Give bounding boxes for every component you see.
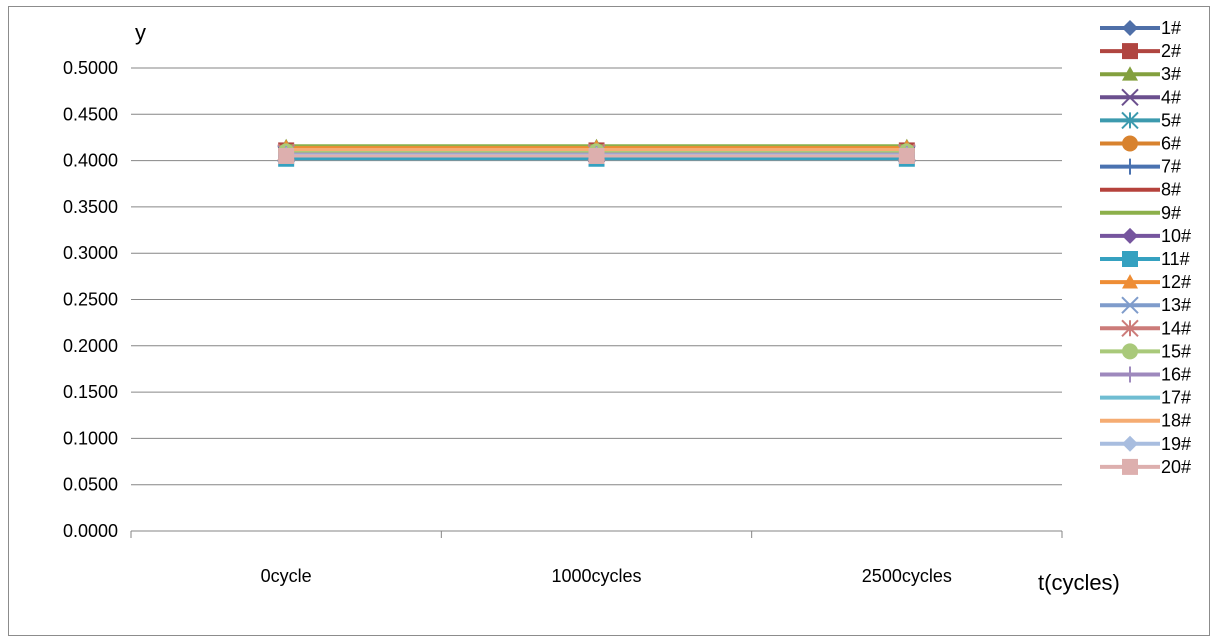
legend-label: 12# [1161,272,1191,292]
legend-entry: 19# [1100,434,1191,454]
legend-label: 6# [1161,134,1181,154]
legend-entry: 3# [1100,64,1181,84]
y-axis-title: y [135,20,146,45]
legend-marker [1122,158,1138,175]
y-tick-label: 0.1500 [63,382,118,402]
x-tick-label: 0cycle [261,566,312,586]
y-tick-label: 0.2500 [63,290,118,310]
legend-marker [1122,458,1138,475]
y-tick-label: 0.0500 [63,475,118,495]
legend-label: 14# [1161,318,1191,338]
legend-entry: 15# [1100,341,1191,361]
legend-entry: 18# [1100,411,1191,431]
legend-label: 3# [1161,64,1181,84]
legend-marker [1122,135,1138,152]
legend-marker [1122,343,1138,360]
series-group [277,138,916,167]
legend-marker [1122,227,1138,244]
legend-entry: 16# [1100,365,1191,385]
legend-marker [1122,435,1138,452]
data-point [278,147,295,164]
y-tick-label: 0.5000 [63,58,118,78]
legend-entry: 20# [1100,457,1191,477]
legend-marker [1122,251,1138,267]
legend-entry: 8# [1100,180,1181,200]
legend-label: 19# [1161,434,1191,454]
gridlines [131,67,1062,486]
legend-marker [1121,88,1139,107]
legend-label: 16# [1161,365,1191,385]
axes: 0.0000 0.0500 0.1000 0.1500 0.2000 0.2500 0.30… [63,58,1063,586]
legend-label: 20# [1161,457,1191,477]
data-point [588,147,605,164]
legend-label: 9# [1161,203,1181,223]
legend-label: 11# [1161,249,1190,269]
legend-label: 13# [1161,295,1191,315]
legend-entry: 5# [1100,110,1181,130]
x-axis-title: t(cycles) [1038,570,1120,595]
legend-marker [1122,274,1138,289]
x-tick-label: 1000cycles [551,566,641,586]
y-tick-label: 0.4000 [63,151,118,171]
legend-entry: 13# [1100,295,1191,315]
y-tick-label: 0.2000 [63,336,118,356]
legend-label: 4# [1161,87,1181,107]
legend-label: 2# [1161,41,1181,61]
legend-entry: 1# [1100,18,1181,38]
legend-marker [1122,366,1138,383]
legend: 1# 2# 3# 4# 5# 6# 7# 8# 9# 10# 11# 12# 13# 14# 15# 16# 1… [1100,18,1191,477]
legend-entry: 4# [1100,87,1181,107]
y-tick-label: 0.0000 [63,521,118,541]
legend-entry: 14# [1100,318,1191,338]
legend-entry: 9# [1100,203,1181,223]
legend-entry: 6# [1100,134,1181,154]
legend-entry: 10# [1100,226,1191,246]
legend-entry: 17# [1100,388,1191,408]
legend-marker [1122,66,1138,81]
x-tick-label: 2500cycles [862,566,952,586]
legend-label: 7# [1161,157,1181,177]
y-tick-label: 0.3000 [63,243,118,263]
legend-label: 18# [1161,411,1191,431]
legend-label: 17# [1161,388,1191,408]
legend-label: 1# [1161,18,1181,38]
legend-label: 5# [1161,110,1181,130]
legend-marker [1122,43,1138,60]
data-point [898,147,915,164]
y-tick-label: 0.4500 [63,104,118,124]
legend-label: 10# [1161,226,1191,246]
legend-label: 8# [1161,180,1181,200]
legend-marker [1121,296,1139,314]
legend-marker [1122,20,1138,36]
y-tick-label: 0.3500 [63,197,118,217]
series-20 [278,147,915,164]
legend-marker [1121,319,1139,338]
legend-entry: 11# [1100,249,1190,269]
legend-marker [1121,111,1139,130]
legend-entry: 7# [1100,157,1181,177]
legend-entry: 12# [1100,272,1191,292]
legend-entry: 2# [1100,41,1181,61]
legend-label: 15# [1161,341,1191,361]
y-tick-label: 0.1000 [63,428,118,448]
